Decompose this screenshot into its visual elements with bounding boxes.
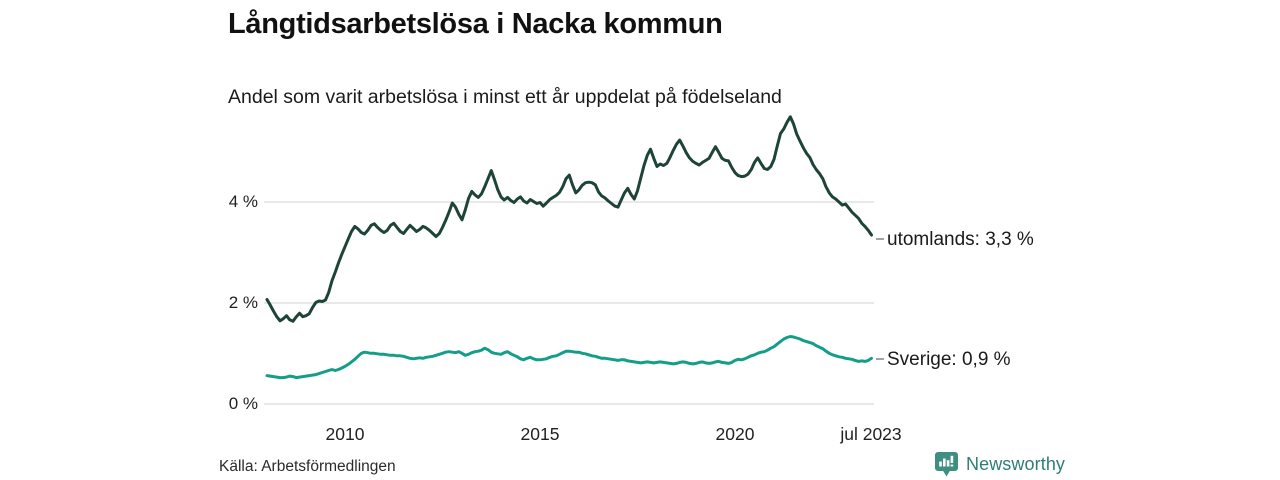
newsworthy-brand: Newsworthy <box>934 451 1065 478</box>
gridlines <box>264 201 874 405</box>
y-tick-label-2: 2 % <box>228 293 258 312</box>
x-tick-label-2010: 2010 <box>325 424 365 444</box>
x-tick-label-jul-2023: jul 2023 <box>840 424 902 444</box>
chart-subtitle: Andel som varit arbetslösa i minst ett å… <box>228 86 782 108</box>
series-end-label-utomlands: utomlands: 3,3 % <box>887 229 1034 250</box>
newsworthy-brand-text: Newsworthy <box>966 454 1066 474</box>
label-leader-dashes <box>876 238 884 360</box>
sverige-line <box>265 335 873 380</box>
series-end-label-sverige: Sverige: 0,9 % <box>887 349 1011 370</box>
y-tick-label-4: 4 % <box>228 192 258 211</box>
logo-bar-chart <box>939 455 954 467</box>
source-note: Källa: Arbetsförmedlingen <box>219 458 396 475</box>
utomlands-line <box>265 115 873 323</box>
newsworthy-logo-icon <box>934 451 959 478</box>
x-tick-label-2015: 2015 <box>520 424 560 444</box>
x-tick-label-2020: 2020 <box>715 424 755 444</box>
y-tick-label-0: 0 % <box>228 394 258 413</box>
page-title: Långtidsarbetslösa i Nacka kommun <box>228 8 723 40</box>
